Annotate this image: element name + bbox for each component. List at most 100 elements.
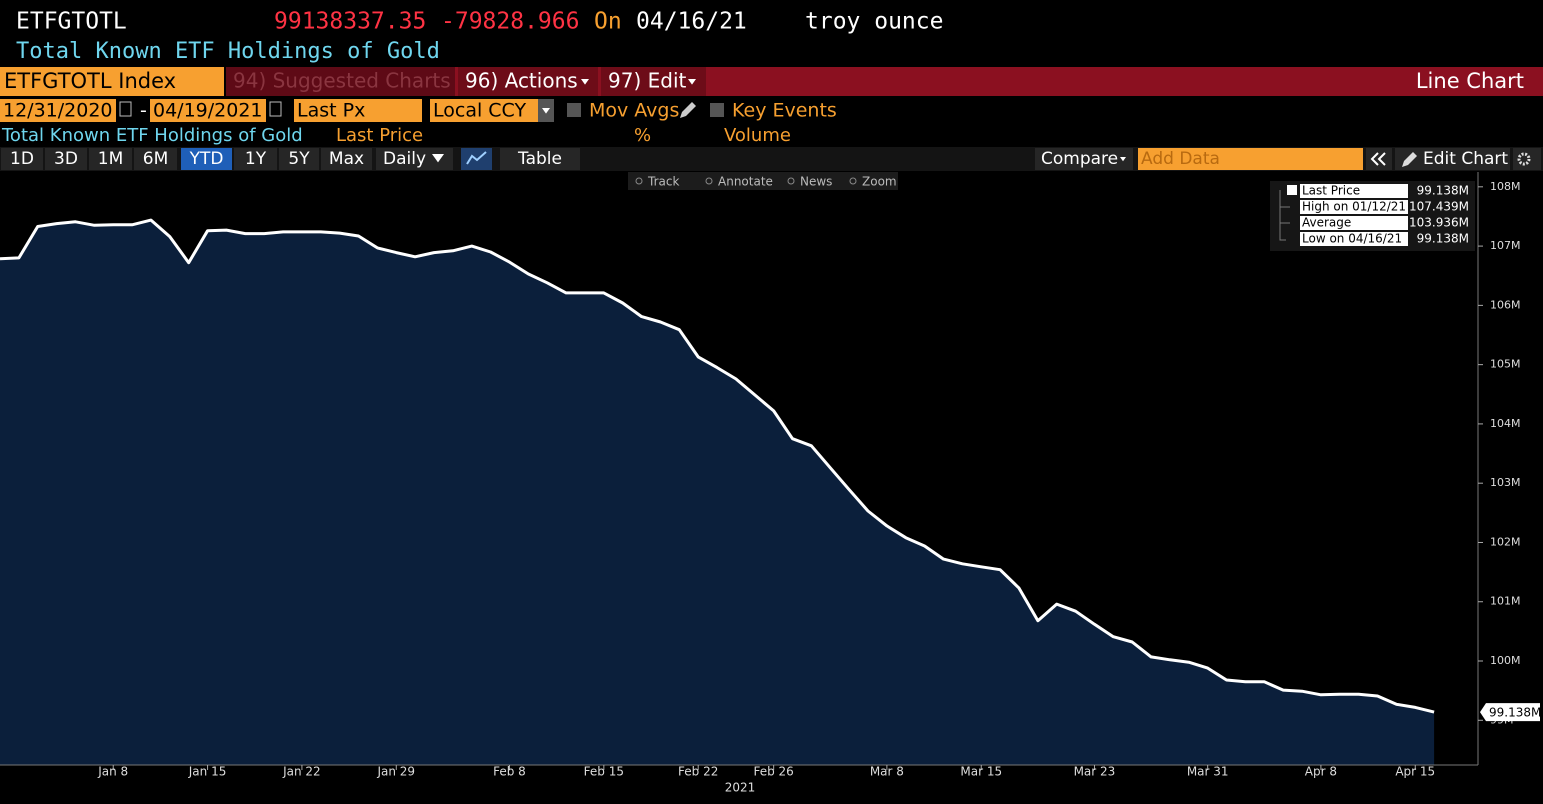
period-button[interactable] xyxy=(321,148,372,170)
x-tick-label: Mar 31 xyxy=(1187,765,1229,779)
legend-stat-value: 107.439M xyxy=(1409,200,1469,214)
panel-volume: Volume xyxy=(724,125,791,146)
collapse-icon xyxy=(1370,152,1386,166)
legend-label-bg xyxy=(1300,200,1408,214)
start-date-box[interactable] xyxy=(0,99,116,122)
legend-stat-value: 99.138M xyxy=(1417,232,1469,246)
currency: Local CCY xyxy=(433,100,526,122)
frequency-btn[interactable] xyxy=(376,148,453,170)
y-tick-label: 105M xyxy=(1490,358,1521,371)
y-tick-label: 100M xyxy=(1490,654,1521,667)
x-tick-label: Mar 8 xyxy=(870,765,904,779)
y-tick-label: 106M xyxy=(1490,298,1521,311)
last-value-label: 99.138M xyxy=(1489,706,1541,720)
on-label: On xyxy=(594,9,622,35)
field-box[interactable] xyxy=(294,99,422,122)
security-name: Total Known ETF Holdings of Gold xyxy=(16,39,440,64)
line-icon xyxy=(466,151,487,165)
compare: Compare xyxy=(1041,149,1118,169)
table-btn[interactable] xyxy=(500,148,580,170)
suggested: 94) Suggested Charts xyxy=(233,69,451,93)
period-button[interactable] xyxy=(45,148,87,170)
table: Table xyxy=(517,149,562,169)
legend-label-bg xyxy=(1300,232,1408,246)
period-label: 5Y xyxy=(288,149,310,169)
x-tick-label: Feb 15 xyxy=(584,765,624,779)
dropdown-arrow xyxy=(432,154,444,163)
tools-bar xyxy=(628,172,898,190)
edit: 97) Edit xyxy=(608,69,686,93)
mov-avgs-check[interactable] xyxy=(567,103,581,117)
tool-label[interactable]: Zoom xyxy=(862,175,897,189)
start-date: 12/31/2020 xyxy=(3,100,113,122)
period-label: 1M xyxy=(98,149,123,169)
end-date-box[interactable] xyxy=(150,99,266,122)
tool-label[interactable]: Track xyxy=(647,175,679,189)
pencil-icon xyxy=(680,102,696,118)
suggested-btn[interactable] xyxy=(226,67,455,96)
tool-icon xyxy=(705,177,713,185)
dropdown-arrow xyxy=(688,79,696,85)
x-tick-label: Jan 22 xyxy=(282,765,321,779)
unit: troy ounce xyxy=(805,9,943,35)
tool-label[interactable]: News xyxy=(800,175,832,189)
legend-stat: Low on 04/16/21 xyxy=(1302,232,1402,246)
y-tick-label: 107M xyxy=(1490,239,1521,252)
add-data-box[interactable] xyxy=(1138,148,1363,170)
edit-btn[interactable] xyxy=(601,67,706,96)
x-tick-label: Jan 29 xyxy=(376,765,415,779)
legend-label-bg xyxy=(1300,184,1408,198)
date-separator: - xyxy=(140,100,147,122)
panel-security: Total Known ETF Holdings of Gold xyxy=(1,125,303,146)
settings-btn[interactable] xyxy=(1513,148,1541,170)
add-data: Add Data xyxy=(1141,149,1220,169)
currency-box[interactable] xyxy=(430,99,538,122)
key-events: Key Events xyxy=(732,100,837,122)
security: ETFGTOTL Index xyxy=(4,69,176,93)
period-button[interactable] xyxy=(1,148,43,170)
ticker: ETFGTOTL xyxy=(16,9,127,35)
key-events-check[interactable] xyxy=(710,103,724,117)
x-tick-label: Apr 15 xyxy=(1395,765,1435,779)
y-tick-label: 102M xyxy=(1490,535,1521,548)
period-button[interactable] xyxy=(181,148,232,170)
legend-swatch xyxy=(1287,185,1297,195)
period-button[interactable] xyxy=(234,148,277,170)
panel-percent: % xyxy=(634,125,651,146)
x-tick-label: Jan 8 xyxy=(97,765,128,779)
actions-btn[interactable] xyxy=(458,67,598,96)
legend-series-value: 99.138M xyxy=(1417,184,1469,198)
period-label: 1Y xyxy=(245,149,267,169)
period-button[interactable] xyxy=(279,148,319,170)
y-tick-label: 101M xyxy=(1490,595,1521,608)
period-button[interactable] xyxy=(89,148,132,170)
price: 99138337.35 xyxy=(274,9,426,35)
x-tick-label: Mar 23 xyxy=(1074,765,1116,779)
security-box[interactable] xyxy=(0,67,224,96)
chart-type: Line Chart xyxy=(1416,69,1524,93)
compare-btn[interactable] xyxy=(1035,148,1133,170)
actions: 96) Actions xyxy=(465,69,578,93)
period-label: 3D xyxy=(54,149,78,169)
last-value-tag xyxy=(1480,703,1540,722)
mov-avgs: Mov Avgs xyxy=(589,100,679,122)
period-label: 6M xyxy=(143,149,168,169)
period-label: Max xyxy=(329,149,364,169)
period-button[interactable] xyxy=(134,148,177,170)
x-tick-label: Feb 22 xyxy=(678,765,718,779)
period-label: 1D xyxy=(10,149,34,169)
line xyxy=(0,218,1435,714)
legend-stat: Average xyxy=(1302,216,1351,230)
end-date: 04/19/2021 xyxy=(153,100,263,122)
panel-price: Last Price xyxy=(336,125,423,146)
gear-icon xyxy=(1517,152,1531,166)
edit-chart-btn[interactable] xyxy=(1395,148,1510,170)
frequency: Daily xyxy=(383,149,426,169)
tool-label[interactable]: Annotate xyxy=(718,175,773,189)
legend-label-bg xyxy=(1300,216,1408,230)
date: 04/16/21 xyxy=(636,9,747,35)
x-tick-label: Jan 15 xyxy=(188,765,227,779)
area xyxy=(0,220,1435,766)
